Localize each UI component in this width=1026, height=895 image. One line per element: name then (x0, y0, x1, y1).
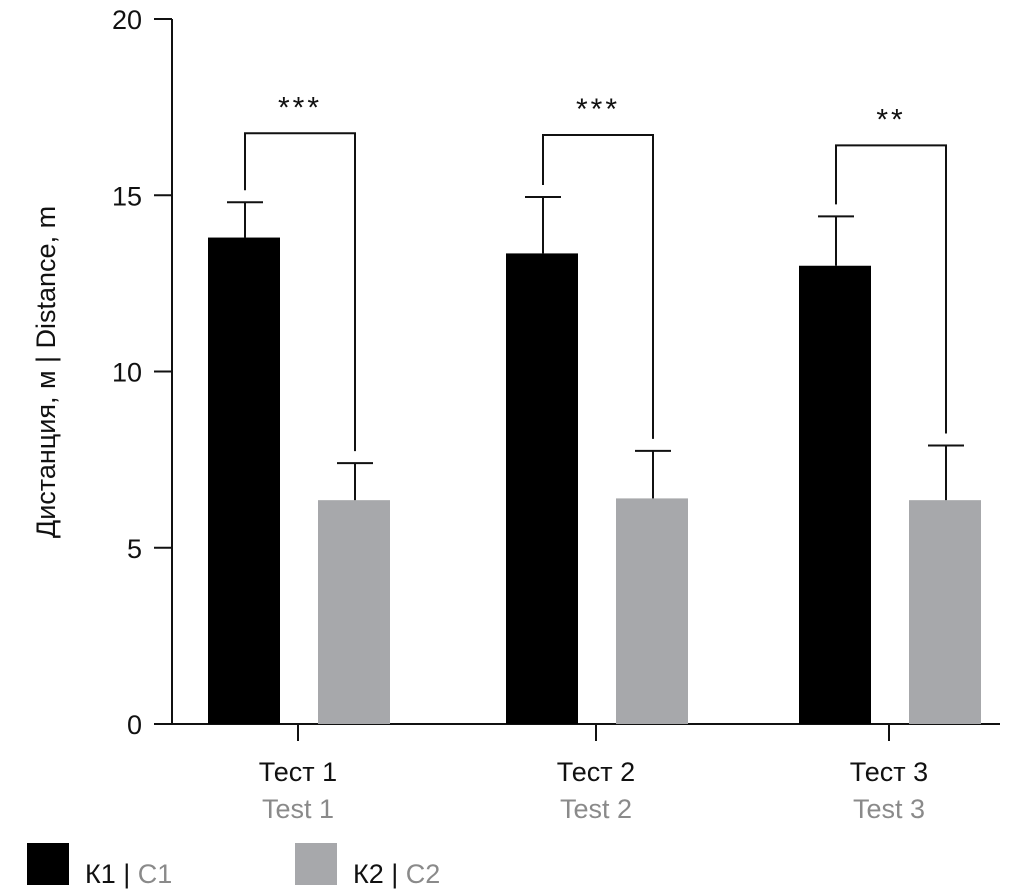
significance-bracket (244, 132, 356, 452)
significance-label: *** (576, 93, 620, 126)
significance-bracket (835, 144, 947, 434)
significance-label: ** (876, 103, 905, 136)
x-tick-label: Тест 2 (557, 757, 635, 787)
bar-2-1 (318, 500, 390, 724)
y-tick-label: 5 (127, 534, 142, 564)
axis-labels: Тест 1 Test 1 Тест 2 Test 2 Тест 3 Test 3 Дист… (31, 206, 928, 824)
bars (208, 237, 981, 725)
bar-2-2 (616, 498, 688, 724)
legend-label-1: К1 | C1 (85, 859, 172, 889)
significance-bracket (542, 134, 654, 439)
significance-label: *** (278, 91, 322, 124)
legend: К1 | C1 К2 | C2 (27, 843, 440, 889)
y-tick-label: 15 (112, 181, 142, 211)
bar-1-1 (208, 237, 280, 725)
legend-swatch-2 (295, 843, 337, 885)
bar-1-3 (799, 265, 871, 724)
y-tick-label: 20 (112, 5, 142, 35)
bar-1-2 (506, 253, 578, 724)
error-bars (227, 196, 964, 501)
legend-swatch-1 (27, 843, 69, 885)
y-axis-label: Дистанция, м | Distance, m (31, 206, 61, 538)
axes: 0 5 10 15 20 (112, 5, 1000, 741)
x-tick-label-en: Test 1 (262, 794, 334, 824)
legend-label-2: К2 | C2 (353, 859, 440, 889)
x-tick-label: Тест 1 (259, 757, 337, 787)
x-tick-label-en: Test 3 (853, 794, 925, 824)
significance-brackets: *** *** ** (244, 91, 947, 452)
bar-2-3 (909, 500, 981, 724)
x-tick-label-en: Test 2 (560, 794, 632, 824)
x-tick-label: Тест 3 (850, 757, 928, 787)
y-tick-label: 10 (112, 358, 142, 388)
y-tick-label: 0 (127, 710, 142, 740)
